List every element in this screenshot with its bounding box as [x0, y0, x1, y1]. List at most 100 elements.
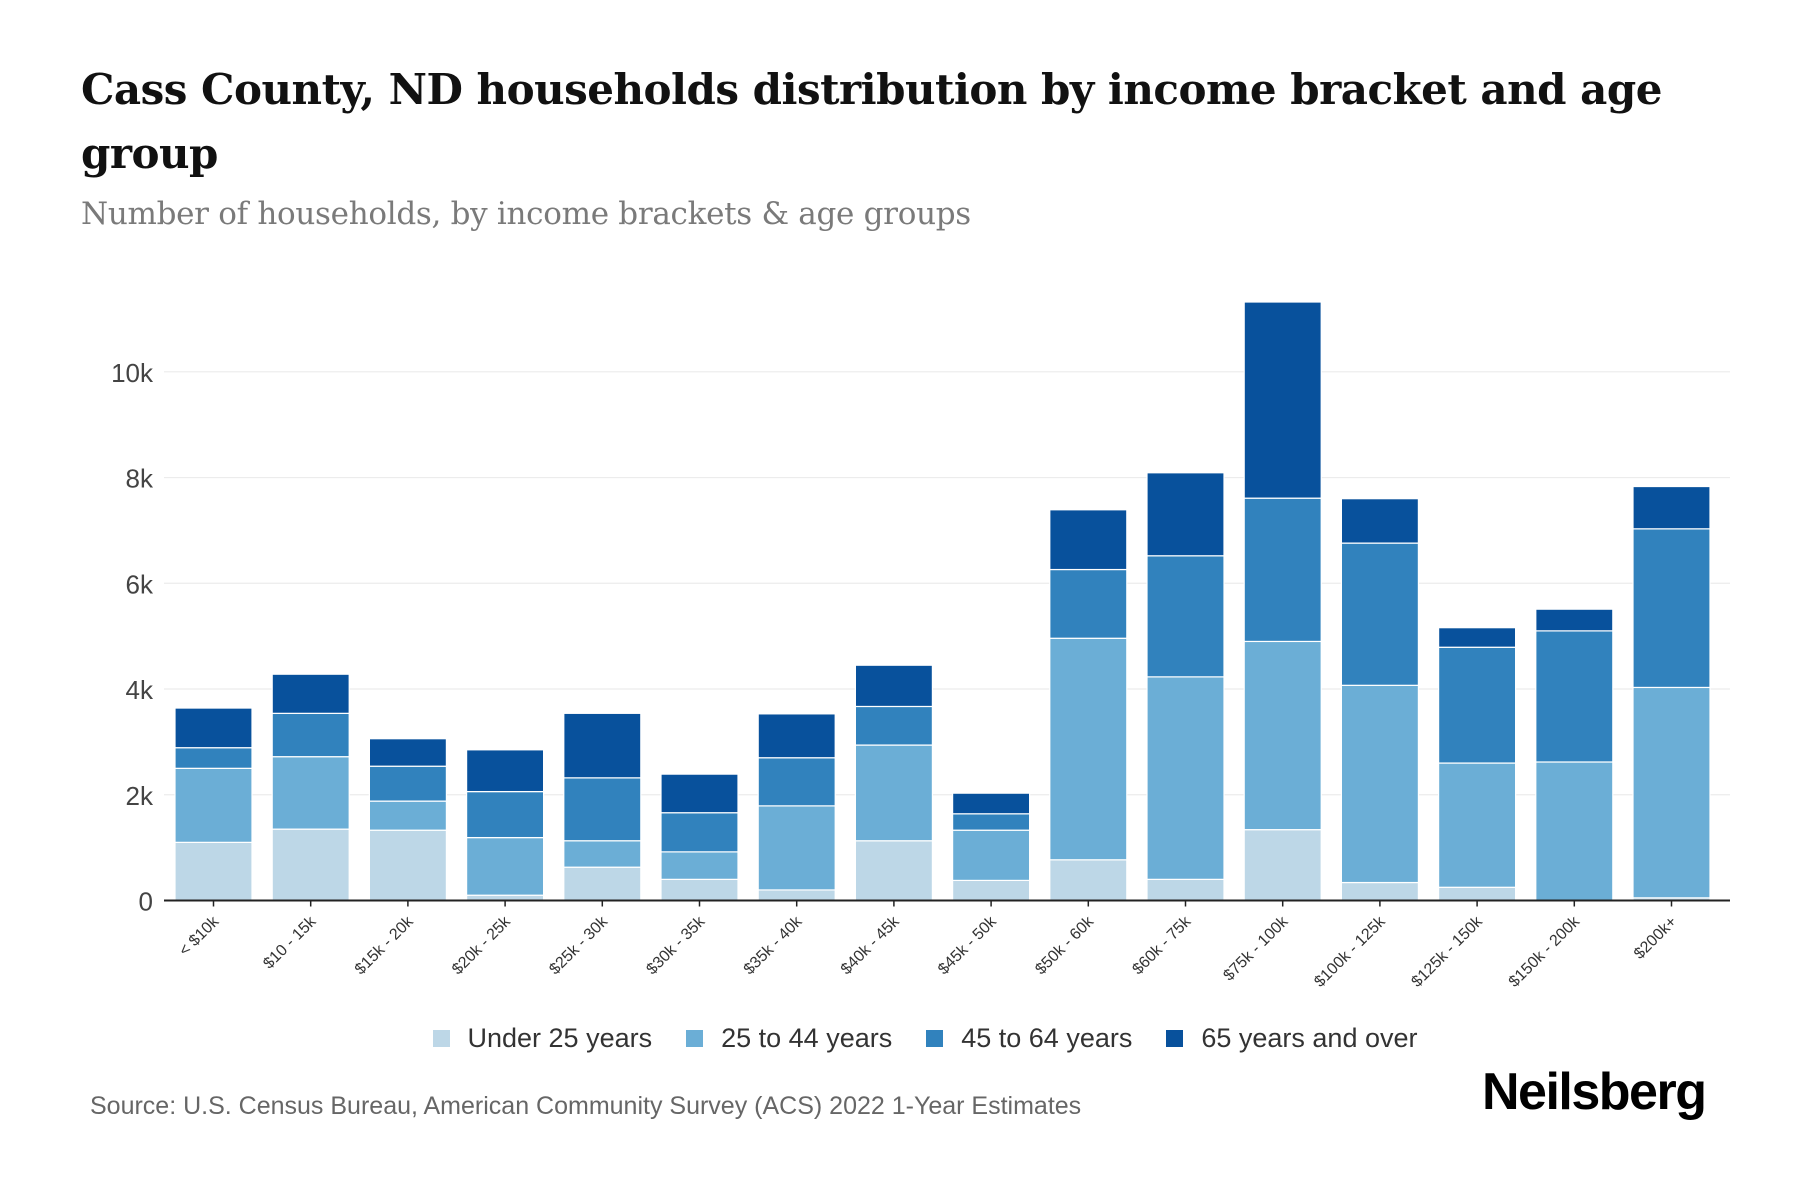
bar-segment-25-to-44-years[interactable] [1146, 676, 1225, 880]
bar-stack[interactable] [1340, 498, 1420, 902]
bar-stack[interactable] [466, 749, 545, 902]
bar-segment-45-to-64-years[interactable] [854, 705, 934, 746]
bar-stack[interactable] [368, 738, 447, 902]
bar-segment-45-to-64-years[interactable] [1049, 568, 1128, 639]
bar-segment-45-to-64-years[interactable] [1437, 646, 1517, 764]
x-tick-label: $45k - 50k [935, 913, 1001, 979]
bar-stack[interactable] [1437, 627, 1517, 902]
bar-segment-under-25-years[interactable] [1146, 878, 1225, 902]
bar-segment-65-years-and-over[interactable] [757, 713, 836, 759]
bar-segment-25-to-44-years[interactable] [1437, 762, 1517, 888]
y-tick-label: 4k [126, 675, 154, 705]
x-tick-label: $15k - 20k [352, 913, 418, 979]
bar-segment-65-years-and-over[interactable] [1437, 627, 1517, 648]
bar-segment-65-years-and-over[interactable] [660, 773, 739, 814]
bar-stack[interactable] [1146, 472, 1225, 902]
bar-segment-45-to-64-years[interactable] [1340, 542, 1420, 686]
bar-segment-25-to-44-years[interactable] [1535, 761, 1614, 902]
bar-stack[interactable] [1535, 608, 1614, 902]
bar-segment-65-years-and-over[interactable] [1632, 485, 1711, 530]
legend-item-45-to-64[interactable]: 45 to 64 years [926, 1023, 1132, 1054]
bar-segment-45-to-64-years[interactable] [368, 765, 447, 802]
bar-segment-45-to-64-years[interactable] [563, 777, 642, 842]
bar-stack[interactable] [951, 792, 1031, 902]
bar-segment-45-to-64-years[interactable] [951, 813, 1031, 831]
bar-segment-25-to-44-years[interactable] [174, 767, 253, 843]
bar-segment-under-25-years[interactable] [271, 828, 350, 902]
bar-segment-65-years-and-over[interactable] [368, 738, 447, 767]
bar-segment-25-to-44-years[interactable] [757, 805, 836, 891]
bar-stack[interactable] [854, 664, 934, 902]
bar-segment-45-to-64-years[interactable] [1243, 497, 1322, 643]
bar-segment-under-25-years[interactable] [368, 829, 447, 902]
bar-stack[interactable] [757, 713, 836, 902]
bar-segment-45-to-64-years[interactable] [271, 712, 350, 758]
legend-item-25-to-44[interactable]: 25 to 44 years [686, 1023, 892, 1054]
x-tick-label: $75k - 100k [1220, 913, 1292, 985]
bar-segment-25-to-44-years[interactable] [1340, 684, 1420, 884]
x-tick-label: $50k - 60k [1032, 913, 1098, 979]
bar-segment-25-to-44-years[interactable] [660, 851, 739, 880]
bar-stack[interactable] [174, 707, 253, 902]
bar-segment-65-years-and-over[interactable] [1243, 301, 1322, 499]
bar-segment-65-years-and-over[interactable] [854, 664, 934, 708]
bar-stack[interactable] [1049, 509, 1128, 902]
x-tick-label: $30k - 35k [643, 913, 709, 979]
bar-segment-25-to-44-years[interactable] [1243, 640, 1322, 831]
bar-segment-under-25-years[interactable] [1437, 886, 1517, 902]
bar-segment-25-to-44-years[interactable] [951, 829, 1031, 882]
y-tick-label: 6k [126, 569, 154, 599]
bar-segment-45-to-64-years[interactable] [466, 790, 545, 839]
bar-segment-under-25-years[interactable] [174, 841, 253, 902]
x-tick-label: $35k - 40k [741, 913, 807, 979]
brand-logo[interactable]: Neilsberg [1482, 1063, 1707, 1121]
bar-stack[interactable] [660, 773, 739, 902]
bar-segment-under-25-years[interactable] [660, 878, 739, 902]
bar-segment-25-to-44-years[interactable] [271, 756, 350, 830]
bar-segment-25-to-44-years[interactable] [368, 800, 447, 831]
bar-stack[interactable] [271, 673, 350, 902]
bar-segment-45-to-64-years[interactable] [660, 812, 739, 853]
bar-segment-65-years-and-over[interactable] [951, 792, 1031, 815]
x-axis-labels: < $10k $10 - 15k $15k - 20k $20k - 25k $25k … [176, 913, 1680, 991]
legend-label: 45 to 64 years [961, 1022, 1133, 1053]
y-tick-label: 10k [111, 358, 154, 388]
bar-segment-under-25-years[interactable] [854, 840, 934, 902]
bar-segment-45-to-64-years[interactable] [1535, 630, 1614, 763]
legend-item-under-25[interactable]: Under 25 years [432, 1023, 652, 1054]
legend-item-65-and-over[interactable]: 65 years and over [1166, 1023, 1418, 1054]
bar-segment-under-25-years[interactable] [1340, 881, 1420, 902]
bars [174, 301, 1711, 902]
bar-segment-25-to-44-years[interactable] [854, 744, 934, 842]
bar-segment-under-25-years[interactable] [1049, 859, 1128, 902]
bar-segment-under-25-years[interactable] [757, 889, 836, 902]
x-tick-label: $60k - 75k [1129, 913, 1195, 979]
bar-segment-45-to-64-years[interactable] [1146, 555, 1225, 678]
bar-segment-under-25-years[interactable] [951, 879, 1031, 902]
bar-segment-25-to-44-years[interactable] [1632, 686, 1711, 899]
bar-segment-65-years-and-over[interactable] [174, 707, 253, 749]
bar-segment-65-years-and-over[interactable] [466, 749, 545, 793]
bar-segment-65-years-and-over[interactable] [1535, 608, 1614, 632]
bar-segment-65-years-and-over[interactable] [1146, 472, 1225, 557]
bar-segment-45-to-64-years[interactable] [1632, 528, 1711, 689]
bar-segment-under-25-years[interactable] [563, 866, 642, 902]
bar-segment-45-to-64-years[interactable] [174, 747, 253, 769]
bar-segment-65-years-and-over[interactable] [563, 712, 642, 779]
bar-segment-65-years-and-over[interactable] [1340, 498, 1420, 544]
bar-segment-25-to-44-years[interactable] [1049, 637, 1128, 861]
bar-segment-25-to-44-years[interactable] [466, 836, 545, 896]
x-tick-label: $125k - 150k [1408, 913, 1486, 991]
bar-stack[interactable] [1243, 301, 1322, 902]
bar-stack[interactable] [1632, 485, 1711, 902]
bar-segment-45-to-64-years[interactable] [757, 757, 836, 807]
chart-subtitle: Number of households, by income brackets… [81, 196, 971, 232]
bar-stack[interactable] [563, 712, 642, 902]
bar-segment-65-years-and-over[interactable] [1049, 509, 1128, 571]
x-tick-label: < $10k [176, 913, 223, 960]
source-note: Source: U.S. Census Bureau, American Com… [90, 1092, 1082, 1120]
bar-segment-under-25-years[interactable] [1243, 829, 1322, 902]
bar-segment-65-years-and-over[interactable] [271, 673, 350, 714]
bar-segment-25-to-44-years[interactable] [563, 840, 642, 868]
